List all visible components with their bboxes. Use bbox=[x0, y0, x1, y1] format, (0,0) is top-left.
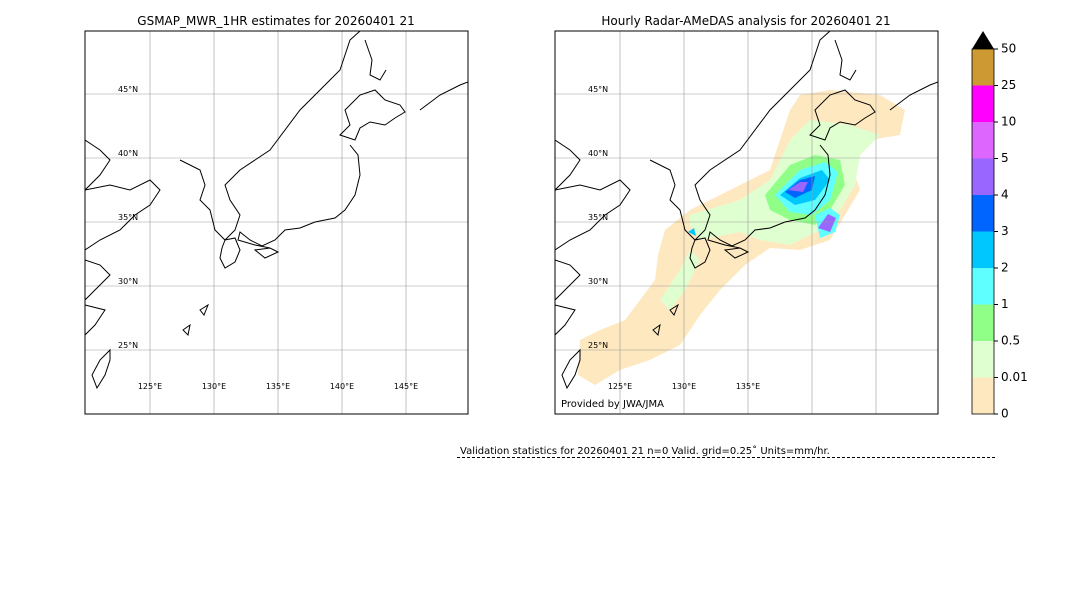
colorbar-label: 4 bbox=[1001, 188, 1009, 202]
colorbar-bin bbox=[972, 85, 994, 122]
lon-label: 140°E bbox=[330, 382, 354, 391]
lat-label: 35°N bbox=[588, 213, 608, 222]
colorbar-bin bbox=[972, 158, 994, 195]
lat-label: 25°N bbox=[588, 341, 608, 350]
colorbar-bin bbox=[972, 122, 994, 159]
lat-label: 45°N bbox=[588, 85, 608, 94]
lat-label: 30°N bbox=[118, 277, 138, 286]
lon-label: 125°E bbox=[138, 382, 162, 391]
lat-label: 40°N bbox=[588, 149, 608, 158]
graticule bbox=[555, 31, 938, 414]
map-frame bbox=[554, 30, 939, 415]
validation-text: Validation statistics for 20260401 21 n=… bbox=[460, 445, 830, 457]
colorbar: 0 0.01 0.5 1 2 3 4 5 10 25 50 bbox=[971, 31, 1028, 421]
colorbar-bin bbox=[972, 304, 994, 341]
colorbar-bin bbox=[972, 341, 994, 378]
lon-label: 145°E bbox=[394, 382, 418, 391]
colorbar-label: 10 bbox=[1001, 115, 1016, 129]
lat-label: 30°N bbox=[588, 277, 608, 286]
map-left: GSMAP_MWR_1HR estimates for 20260401 21 bbox=[84, 14, 469, 415]
lon-label: 130°E bbox=[202, 382, 226, 391]
map-right: Hourly Radar-AMeDAS analysis for 2026040… bbox=[554, 14, 939, 415]
lat-label: 40°N bbox=[118, 149, 138, 158]
map-frame bbox=[84, 30, 469, 415]
colorbar-label: 50 bbox=[1001, 42, 1016, 56]
colorbar-label: 5 bbox=[1001, 151, 1009, 165]
credit: Provided by JWA/JMA bbox=[561, 399, 664, 410]
lon-label: 135°E bbox=[736, 382, 760, 391]
colorbar-label: 0 bbox=[1001, 407, 1009, 421]
lat-label: 35°N bbox=[118, 213, 138, 222]
colorbar-bin bbox=[972, 377, 994, 414]
colorbar-label: 0.5 bbox=[1001, 334, 1020, 348]
colorbar-label: 3 bbox=[1001, 224, 1009, 238]
colorbar-label: 2 bbox=[1001, 261, 1009, 275]
colorbar-label: 1 bbox=[1001, 297, 1009, 311]
colorbar-label: 0.01 bbox=[1001, 370, 1028, 384]
lon-label: 135°E bbox=[266, 382, 290, 391]
precip-field bbox=[578, 90, 905, 385]
graticule bbox=[85, 31, 468, 414]
lon-label: 130°E bbox=[672, 382, 696, 391]
lon-label: 125°E bbox=[608, 382, 632, 391]
lat-label: 45°N bbox=[118, 85, 138, 94]
colorbar-bin bbox=[972, 231, 994, 268]
lat-label: 25°N bbox=[118, 341, 138, 350]
colorbar-label: 25 bbox=[1001, 78, 1016, 92]
colorbar-bin bbox=[972, 268, 994, 305]
colorbar-extend bbox=[972, 31, 994, 49]
map-title: Hourly Radar-AMeDAS analysis for 2026040… bbox=[601, 14, 890, 28]
colorbar-bin bbox=[972, 195, 994, 232]
coastline bbox=[85, 31, 468, 389]
map-title: GSMAP_MWR_1HR estimates for 20260401 21 bbox=[137, 14, 414, 28]
colorbar-bin bbox=[972, 49, 994, 86]
